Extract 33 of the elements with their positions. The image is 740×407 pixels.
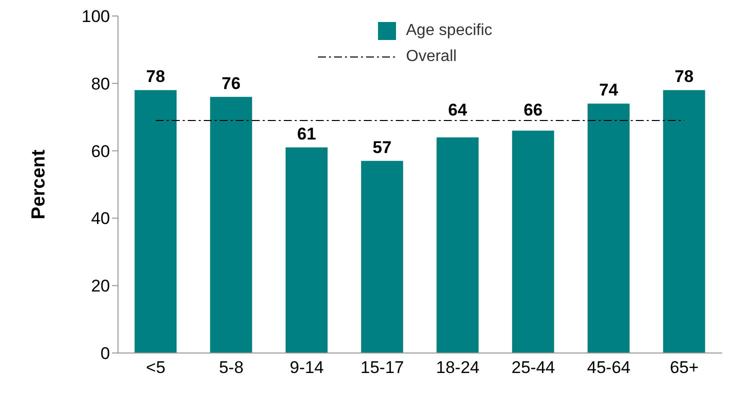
- data-label: 78: [146, 67, 166, 86]
- bar: [286, 147, 328, 353]
- bar: [588, 104, 630, 353]
- x-tick-label: 15-17: [360, 358, 404, 378]
- data-label: 64: [448, 100, 468, 120]
- x-tick-label: 9-14: [290, 358, 324, 378]
- legend-label: Age specific: [406, 21, 492, 41]
- y-axis-title: Percent: [28, 148, 50, 220]
- bar: [210, 96, 252, 353]
- bar: [663, 90, 706, 353]
- x-tick-label: 5-8: [218, 358, 244, 378]
- y-tick-label: 80: [91, 74, 110, 94]
- data-label: 57: [372, 138, 392, 157]
- x-tick-label: 65+: [670, 358, 699, 378]
- legend-label: Overall: [406, 47, 457, 67]
- x-tick-label: 18-24: [436, 358, 480, 378]
- y-tick-label: 0: [100, 344, 110, 364]
- data-label: 76: [222, 74, 241, 93]
- bar: [361, 160, 404, 353]
- data-label: 61: [297, 124, 316, 144]
- bar: [512, 130, 554, 353]
- bar: [134, 90, 177, 353]
- y-tick-label: 60: [91, 142, 110, 161]
- y-tick-label: 100: [82, 7, 110, 26]
- bar: [436, 137, 479, 353]
- x-tick-label: 45-64: [587, 358, 630, 378]
- x-tick-label: <5: [146, 358, 166, 378]
- data-label: 74: [599, 80, 619, 100]
- y-tick-label: 40: [91, 209, 110, 228]
- data-label: 66: [524, 100, 543, 120]
- data-label: 78: [674, 67, 694, 86]
- y-tick-label: 20: [91, 276, 110, 296]
- x-tick-label: 25-44: [512, 358, 555, 378]
